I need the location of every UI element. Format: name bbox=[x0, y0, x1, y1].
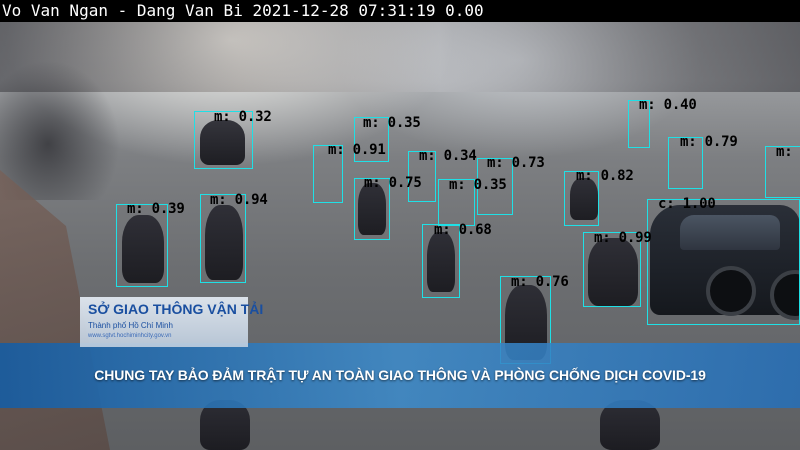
detection-box bbox=[354, 178, 390, 240]
banner-text: CHUNG TAY BẢO ĐẢM TRẬT TỰ AN TOÀN GIAO T… bbox=[94, 367, 706, 383]
detection-box bbox=[422, 224, 460, 298]
camera-title-bar: Vo Van Ngan - Dang Van Bi 2021-12-28 07:… bbox=[0, 0, 800, 22]
crowd-shadow bbox=[0, 60, 120, 200]
news-banner bbox=[0, 343, 800, 408]
detection-label: m: 0.35 bbox=[449, 177, 507, 193]
car-wheel bbox=[770, 270, 800, 320]
detection-label: m: 0.39 bbox=[127, 201, 185, 217]
logo-url: www.sgtvt.hochiminhcity.gov.vn bbox=[88, 333, 172, 339]
detection-box bbox=[194, 111, 253, 169]
detection-label: m: 0.40 bbox=[639, 97, 697, 113]
detection-box bbox=[477, 158, 513, 215]
car-window bbox=[680, 215, 780, 250]
rider-silhouette bbox=[122, 215, 164, 283]
detection-label: m: 0.68 bbox=[434, 222, 492, 238]
detection-box bbox=[765, 146, 800, 198]
detection-box bbox=[438, 179, 475, 226]
detection-label: m: 0.79 bbox=[680, 134, 738, 150]
detection-label: m: bbox=[776, 144, 793, 160]
detection-box bbox=[313, 145, 343, 203]
rider-silhouette bbox=[427, 232, 455, 292]
detection-label: m: 0.91 bbox=[328, 142, 386, 158]
detection-box bbox=[200, 194, 246, 283]
rider-silhouette bbox=[588, 238, 638, 306]
rider-silhouette bbox=[200, 400, 250, 450]
detection-label: m: 0.99 bbox=[594, 230, 652, 246]
detection-box bbox=[408, 151, 436, 202]
detection-box bbox=[583, 232, 641, 307]
detection-label: m: 0.82 bbox=[576, 168, 634, 184]
detection-label: m: 0.34 bbox=[419, 148, 477, 164]
detection-box bbox=[647, 199, 800, 325]
logo-subtitle: Thành phố Hồ Chí Minh bbox=[88, 321, 173, 330]
street-buildings bbox=[0, 22, 800, 92]
detection-label: m: 0.76 bbox=[511, 274, 569, 290]
detection-box bbox=[354, 117, 389, 162]
rider-silhouette bbox=[600, 400, 660, 450]
detection-label: m: 0.32 bbox=[214, 109, 272, 125]
car-wheel bbox=[706, 266, 756, 316]
detection-box bbox=[668, 137, 703, 189]
detection-label: c: 1.00 bbox=[658, 196, 716, 212]
detection-label: m: 0.35 bbox=[363, 115, 421, 131]
department-logo bbox=[80, 297, 248, 347]
rider-silhouette bbox=[570, 178, 598, 220]
detection-box bbox=[564, 171, 599, 226]
detection-box bbox=[116, 204, 168, 287]
detection-label: m: 0.73 bbox=[487, 155, 545, 171]
rider-silhouette bbox=[200, 120, 245, 165]
rider-silhouette bbox=[358, 183, 386, 235]
detection-label: m: 0.94 bbox=[210, 192, 268, 208]
detection-label: m: 0.75 bbox=[364, 175, 422, 191]
logo-title: SỞ GIAO THÔNG VẬN TẢI bbox=[88, 301, 264, 317]
rider-silhouette bbox=[205, 205, 243, 280]
detection-box bbox=[628, 100, 650, 148]
